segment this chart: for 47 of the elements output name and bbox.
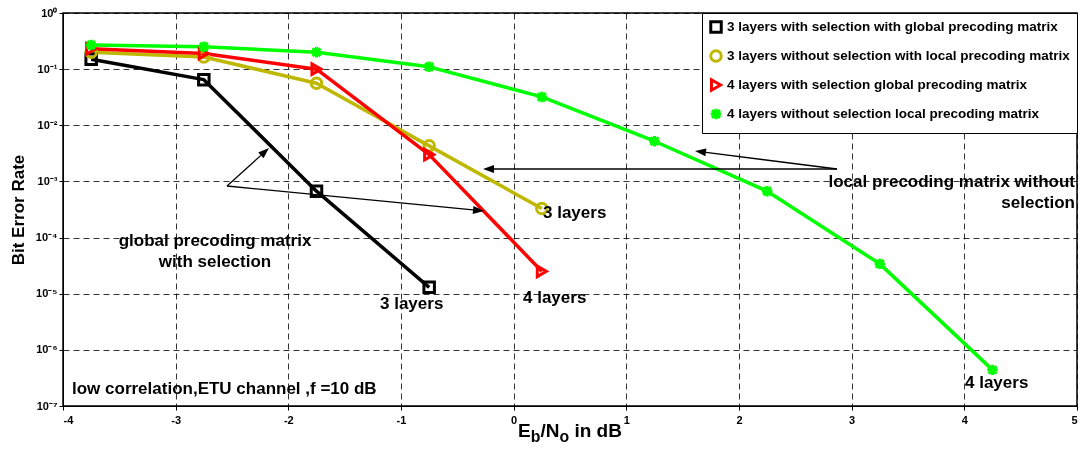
y-tick-label: 10⁻⁴ (35, 231, 58, 244)
annotation: global precoding matrix with selection (117, 230, 313, 272)
legend-label: 3 layers with selection with global precoding matrix (727, 19, 1059, 34)
point (873, 257, 887, 271)
x-tick-label: 5 (1071, 413, 1078, 426)
point (309, 76, 324, 91)
point (422, 280, 436, 295)
y-tick-label: 10⁻³ (37, 174, 58, 187)
point (84, 38, 98, 52)
x-tick-label: 1 (623, 413, 630, 426)
y-tick-label: 10⁻⁷ (36, 399, 58, 412)
y-axis-title: Bit Error Rate (8, 154, 28, 266)
point (647, 134, 662, 148)
annotation: low correlation,ETU channel ,f =10 dB (72, 378, 378, 399)
point (422, 60, 436, 74)
legend-label: 4 layers with selection global precoding matrix (727, 77, 1028, 92)
y-tick-label: 10⁻¹ (37, 62, 58, 75)
point (535, 264, 548, 279)
point (985, 363, 1000, 377)
point (309, 45, 324, 59)
point (197, 40, 211, 54)
y-tick-label: 10⁻⁶ (36, 343, 58, 356)
legend-label: 4 layers without selection local precoding matrix (727, 106, 1040, 121)
point (535, 90, 549, 104)
y-tick-label: 10⁻² (37, 118, 58, 131)
point (310, 62, 323, 76)
x-tick-label: 4 (961, 413, 969, 426)
y-tick-label: 10⁻⁵ (36, 287, 58, 300)
y-tick-label: 10⁰ (41, 6, 58, 19)
annotation: local precoding matrix without selection (827, 171, 1075, 213)
point (197, 72, 211, 87)
annotation: 4 layers (523, 287, 588, 308)
annotation: 3 layers (380, 293, 445, 314)
annotation: 3 layers (543, 202, 608, 223)
x-tick-label: 0 (511, 413, 518, 426)
point (423, 147, 436, 162)
x-tick-label: 2 (736, 413, 743, 426)
x-tick-label: 3 (849, 413, 856, 426)
legend-label: 3 layers without selection with local precoding matrix (727, 48, 1071, 63)
x-axis-title: E$_{b}$/N$_{o}$ in dB (518, 420, 622, 445)
x-tick-label: -2 (283, 413, 294, 426)
x-tick-label: -1 (396, 413, 407, 426)
x-tick-label: -3 (171, 413, 182, 426)
annotation: 4 layers (965, 372, 1030, 393)
point (760, 184, 774, 198)
x-tick-label: -4 (63, 413, 75, 426)
point (309, 184, 324, 198)
